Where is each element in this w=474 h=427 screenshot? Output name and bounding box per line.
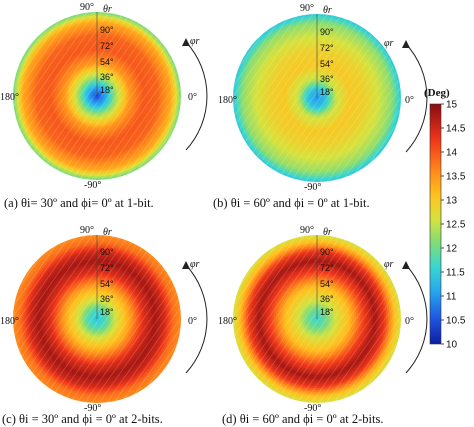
panel-a-phi-arrow bbox=[185, 41, 208, 151]
caption-b: (b) θi = 60º and ϕi = 0º at 1-bit. bbox=[213, 196, 370, 210]
panel-a-phi-label: φr bbox=[190, 36, 200, 47]
panel-d-rtick-90: 90° bbox=[320, 247, 334, 257]
panel-d-angle-left: 180° bbox=[218, 316, 237, 327]
colorbar-tick-label: 12.5 bbox=[446, 220, 466, 231]
panel-b-phi-arrow bbox=[405, 43, 428, 153]
caption-a: (a) θi= 30º and ϕi= 0º at 1-bit. bbox=[4, 196, 154, 210]
panel-c-phi-label: φr bbox=[190, 259, 200, 270]
caption-d: (d) θi = 60º and ϕi = 0º at 2-bits. bbox=[222, 412, 384, 426]
panel-b-theta-label: θr bbox=[323, 5, 332, 16]
panel-b-rtick-72: 72° bbox=[320, 43, 334, 53]
panel-d-rtick-72: 72° bbox=[320, 263, 334, 273]
panel-c-rtick-36: 36° bbox=[100, 294, 114, 304]
panel-c-rtick-72: 72° bbox=[100, 263, 114, 273]
panel-a-phi-arrowhead bbox=[182, 38, 190, 46]
panel-c-theta-label: θr bbox=[103, 227, 112, 238]
panel-c-angle-left: 180° bbox=[0, 316, 19, 327]
panel-b-angle-bottom: -90° bbox=[304, 182, 321, 193]
panel-a-rtick-36: 36° bbox=[100, 72, 114, 82]
panel-a-rtick-18: 18° bbox=[100, 85, 114, 95]
panel-b-angle-left: 180° bbox=[218, 95, 237, 106]
panel-c: 90° 72° 54° 36° 18° 90° θr 180° 0° -90° … bbox=[0, 225, 208, 414]
colorbar-tick-label: 11 bbox=[446, 292, 457, 303]
panel-b-rtick-54: 54° bbox=[320, 59, 334, 69]
panel-c-phi-arrow bbox=[185, 264, 208, 374]
colorbar-gradient bbox=[429, 103, 442, 345]
panel-d-rtick-36: 36° bbox=[320, 294, 334, 304]
panel-b-rtick-18: 18° bbox=[320, 87, 334, 97]
panel-b-phi-arrowhead bbox=[402, 40, 410, 48]
panel-d-angle-bottom: -90° bbox=[304, 403, 321, 414]
colorbar-tick-label: 14 bbox=[446, 148, 458, 159]
panel-c-phi-arrowhead bbox=[182, 261, 190, 269]
panel-b-rtick-90: 90° bbox=[320, 27, 334, 37]
panel-d: 90° 72° 54° 36° 18° 90° θr 180° 0° -90° … bbox=[218, 225, 428, 414]
panel-d-theta-label: θr bbox=[323, 227, 332, 238]
panel-a-angle-left: 180° bbox=[0, 92, 19, 103]
panel-c-angle-top: 90° bbox=[80, 225, 94, 236]
panel-d-phi-label: φr bbox=[384, 259, 394, 270]
panel-a-angle-bottom: -90° bbox=[84, 180, 101, 191]
colorbar-tick-label: 13.5 bbox=[446, 172, 466, 183]
panel-d-angle-right: 0° bbox=[405, 316, 414, 327]
panel-a-rtick-72: 72° bbox=[100, 41, 114, 51]
panel-c-angle-bottom: -90° bbox=[84, 403, 101, 414]
panel-a-theta-label: θr bbox=[103, 4, 112, 15]
panel-b-angle-right: 0° bbox=[405, 95, 414, 106]
colorbar-ticks: 15 14.5 14 13.5 13 12.5 12 11.5 11 10.5 10 bbox=[441, 100, 466, 351]
panel-d-angle-top: 90° bbox=[300, 225, 314, 236]
panel-a: 90° 72° 54° 36° 18° 90° θr 180° 0° -90° … bbox=[0, 2, 208, 191]
panel-a-rtick-54: 54° bbox=[100, 57, 114, 67]
panel-d-rtick-54: 54° bbox=[320, 279, 334, 289]
colorbar-tick-label: 12 bbox=[446, 244, 458, 255]
panel-a-angle-top: 90° bbox=[80, 2, 94, 13]
panel-a-angle-right: 0° bbox=[188, 92, 197, 103]
colorbar-tick-label: 13 bbox=[446, 196, 458, 207]
colorbar-tick-label: 11.5 bbox=[446, 268, 465, 279]
colorbar-tick-label: 15 bbox=[446, 100, 458, 111]
panel-c-rtick-18: 18° bbox=[100, 307, 114, 317]
colorbar: (Deg) 15 14.5 14 13.5 13 12.5 12 11.5 11 10.5 10 bbox=[424, 87, 466, 351]
colorbar-tick-label: 10.5 bbox=[446, 316, 466, 327]
panel-d-phi-arrow bbox=[405, 264, 428, 374]
panel-d-rtick-18: 18° bbox=[320, 307, 334, 317]
caption-c: (c) θi = 30º and ϕi = 0º at 2-bits. bbox=[2, 412, 163, 426]
panel-a-rtick-90: 90° bbox=[100, 25, 114, 35]
colorbar-tick-label: 14.5 bbox=[446, 124, 466, 135]
panel-c-angle-right: 0° bbox=[188, 316, 197, 327]
panel-b-rtick-36: 36° bbox=[320, 74, 334, 84]
panel-b: 90° 72° 54° 36° 18° 90° θr 180° 0° -90° … bbox=[218, 3, 428, 193]
panel-b-phi-label: φr bbox=[384, 38, 394, 49]
colorbar-tick-label: 10 bbox=[446, 340, 458, 351]
panel-c-rtick-90: 90° bbox=[100, 247, 114, 257]
panel-c-rtick-54: 54° bbox=[100, 279, 114, 289]
panel-b-angle-top: 90° bbox=[300, 3, 314, 14]
colorbar-title: (Deg) bbox=[424, 87, 450, 99]
panel-d-phi-arrowhead bbox=[402, 261, 410, 269]
